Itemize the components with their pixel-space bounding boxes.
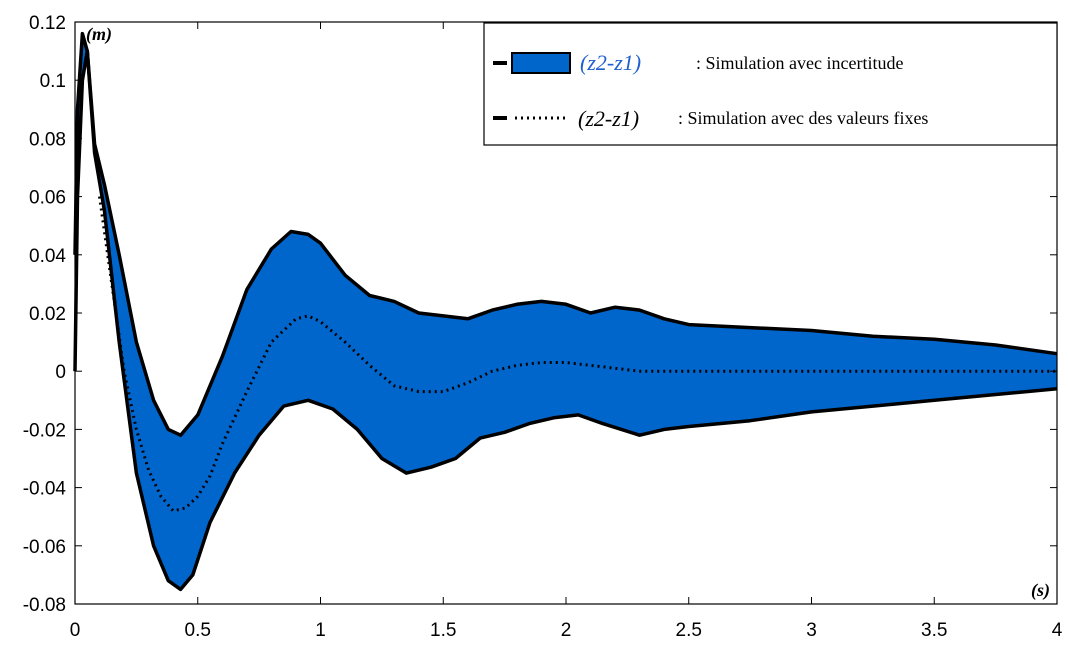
legend-symbol-1: (z2-z1) [580,50,641,75]
x-tick-label: 0.5 [185,620,211,641]
y-tick-label: 0.04 [29,246,66,267]
fixed-values-curve [98,196,1057,513]
axes: 0 0.5 1 1.5 2 2.5 3 3.5 4 -0.08 -0.06 -0.04 -0.02 0 0.… [23,13,1063,641]
legend-label-1: : Simulation avec incertitude [696,53,903,73]
y-tick-label: 0.12 [29,13,66,34]
y-tick-label: 0.08 [29,129,66,150]
x-tick-label: 1 [315,620,326,641]
legend-label-2: : Simulation avec des valeurs fixes [678,108,928,128]
x-tick-label: 3 [806,620,817,641]
x-tick-label: 4 [1052,620,1063,641]
y-tick-label: 0.06 [29,188,66,209]
x-tick-label: 2.5 [676,620,702,641]
y-tick-label: -0.08 [23,595,66,616]
y-tick-label: 0.1 [40,71,66,92]
y-tick-label: 0 [55,362,66,383]
plot-area [73,31,1058,592]
y-tick-label: -0.02 [23,420,66,441]
legend-symbol-2: (z2-z1) [578,106,639,131]
band-upper-edge [73,31,1058,437]
y-tick-label: -0.04 [23,479,67,500]
x-tick-label: 3.5 [921,620,947,641]
y-tick-label: -0.06 [23,537,66,558]
x-unit-label: (s) [1031,580,1050,601]
legend-box [483,22,1058,146]
x-tick-label: 1.5 [430,620,456,641]
x-tick-label: 0 [70,620,81,641]
y-unit-label: (m) [86,24,112,45]
uncertainty-band [75,33,1057,590]
x-tick-label: 2 [561,620,572,641]
legend-band-swatch [511,52,571,74]
y-tick-label: 0.02 [29,304,66,325]
legend: (z2-z1) : Simulation avec incertitude (z… [483,22,1058,146]
